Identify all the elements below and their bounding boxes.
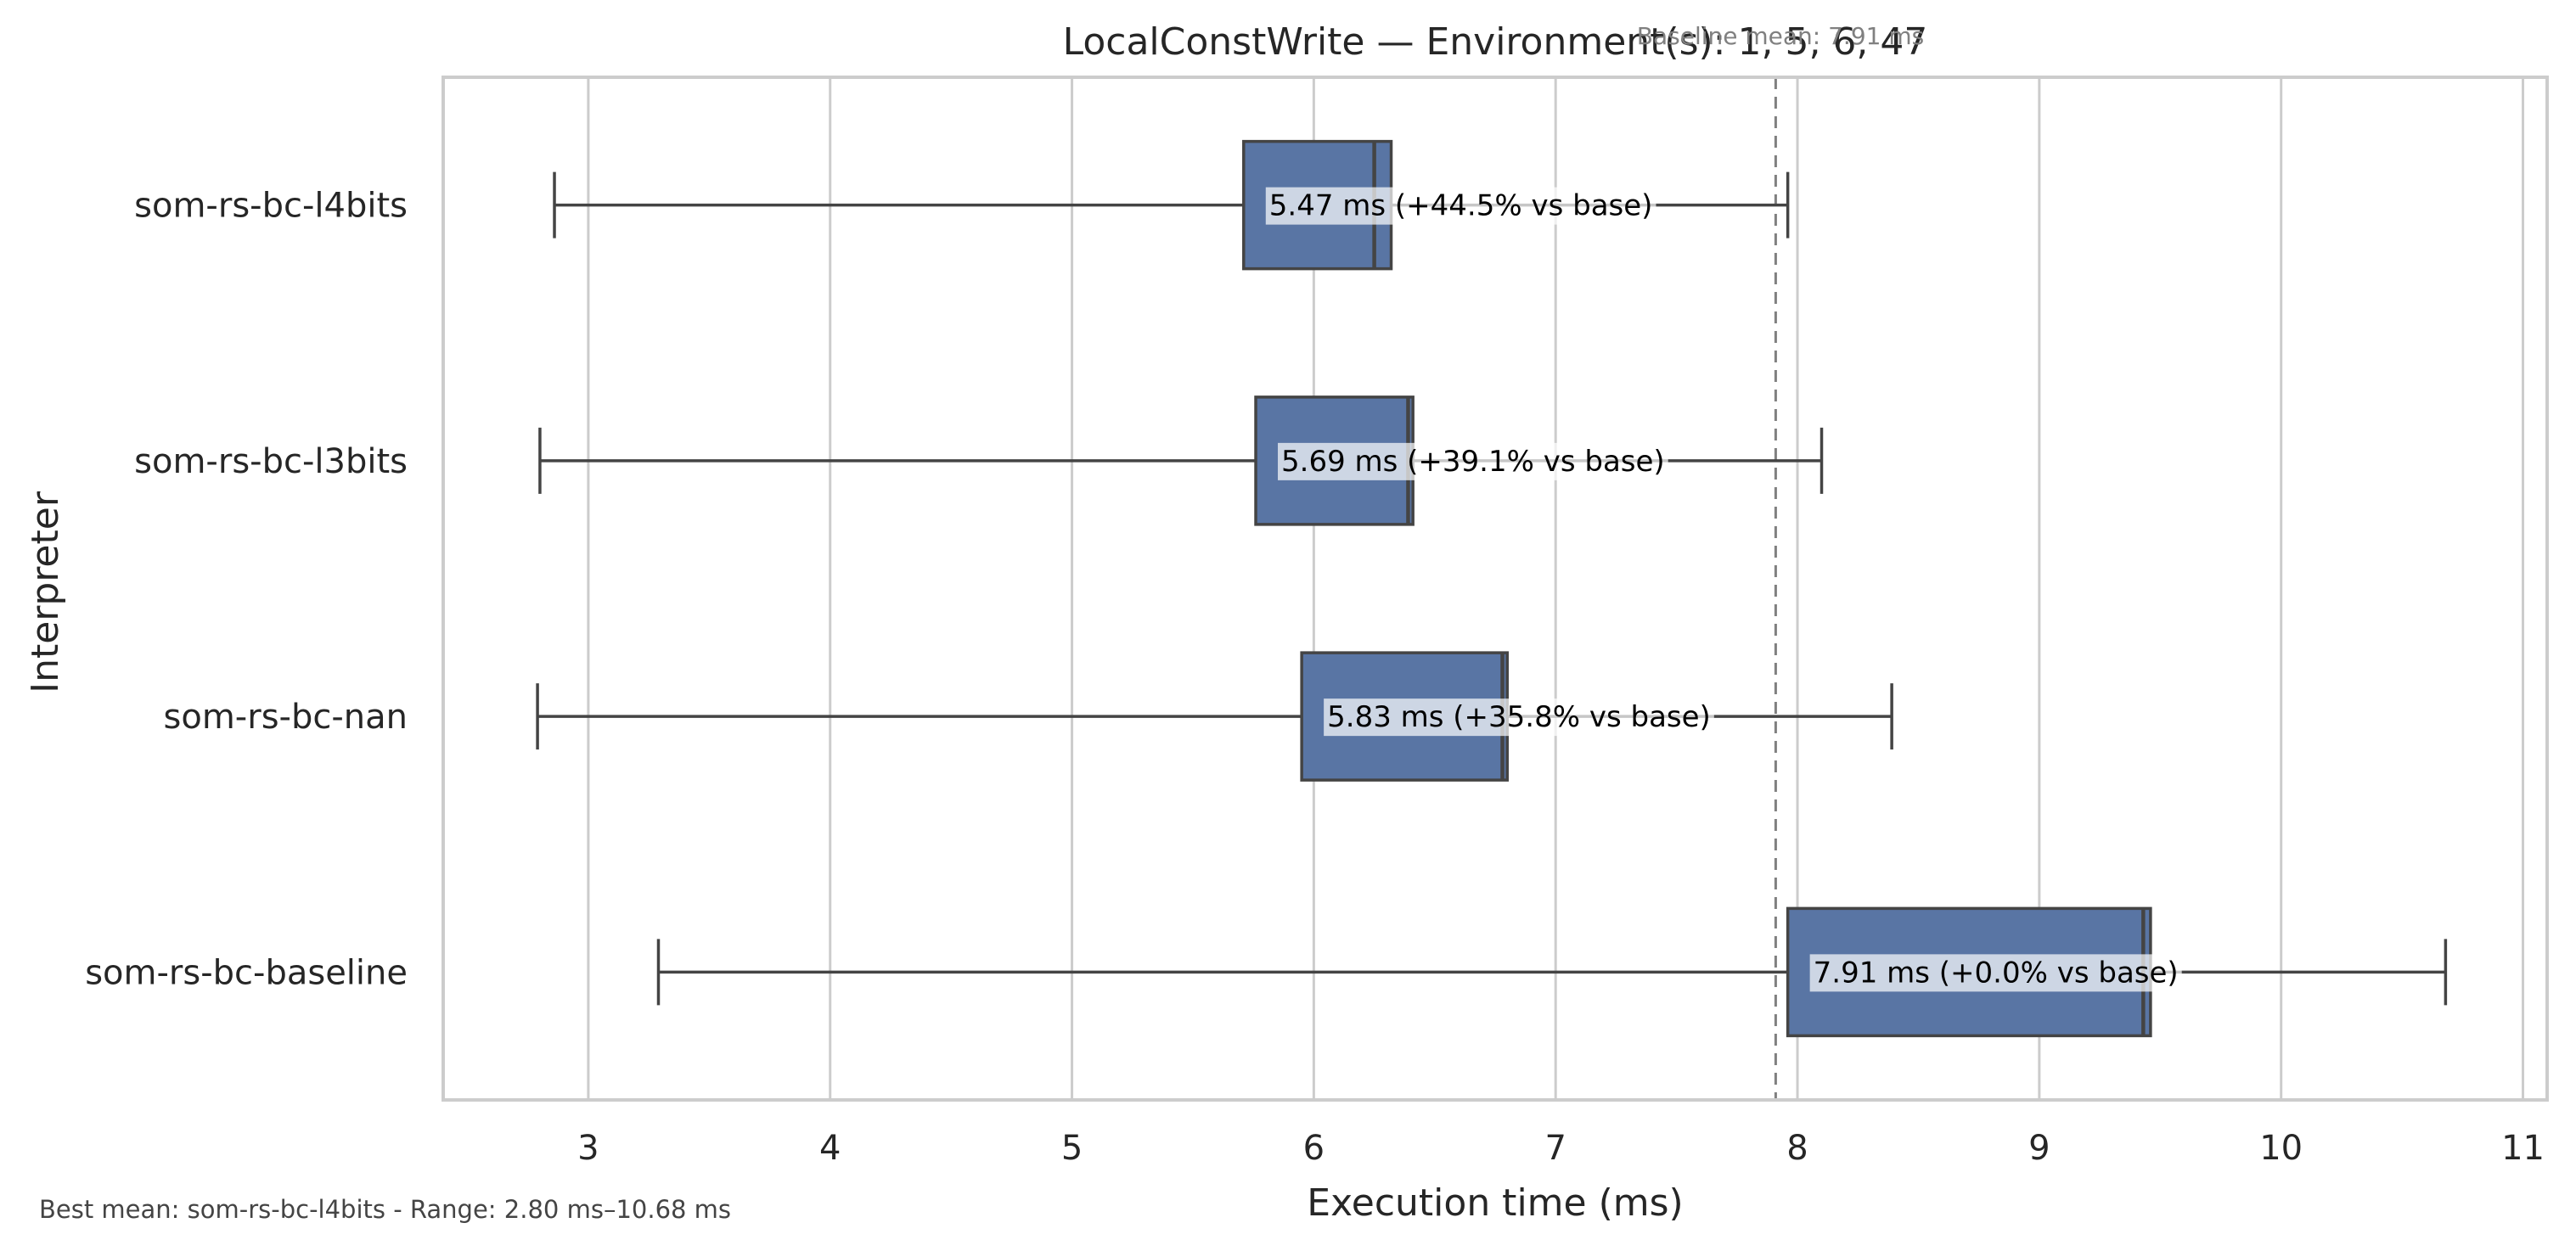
- x-tick-label-3: 3: [577, 1129, 599, 1168]
- footnote: Best mean: som-rs-bc-l4bits - Range: 2.8…: [39, 1195, 731, 1224]
- annotation-bg-som-rs-bc-baseline: [1809, 954, 2182, 992]
- x-tick-label-10: 10: [2259, 1129, 2303, 1168]
- y-axis-title: Interpreter: [24, 491, 67, 693]
- x-tick-label-4: 4: [819, 1129, 841, 1168]
- plot-frame: [442, 76, 2549, 1102]
- x-tick-label-7: 7: [1544, 1129, 1566, 1168]
- y-tick-label-som-rs-bc-nan: som-rs-bc-nan: [164, 698, 408, 737]
- y-tick-label-som-rs-bc-l3bits: som-rs-bc-l3bits: [134, 442, 408, 481]
- y-tick-labels: som-rs-bc-l4bits som-rs-bc-l3bits som-rs-b…: [85, 187, 408, 993]
- annotation-som-rs-bc-l4bits: 5.47 ms (+44.5% vs base): [1269, 189, 1653, 223]
- x-axis-title: Execution time (ms): [1307, 1181, 1683, 1225]
- box-som-rs-bc-nan: 5.83 ms (+35.8% vs base): [536, 651, 1893, 782]
- box-som-rs-bc-l4bits: 5.47 ms (+44.5% vs base): [553, 139, 1790, 271]
- annotation-som-rs-bc-l3bits: 5.69 ms (+39.1% vs base): [1281, 445, 1665, 479]
- x-tick-labels: 3 4 5 6 7 8 9 10 11: [577, 1129, 2545, 1168]
- annotation-bg-som-rs-bc-l3bits: [1278, 442, 1668, 480]
- annotation-bg-som-rs-bc-nan: [1324, 698, 1714, 737]
- x-tick-label-5: 5: [1061, 1129, 1083, 1168]
- plot-background: [443, 77, 2547, 1100]
- x-tick-label-9: 9: [2028, 1129, 2050, 1168]
- x-tick-label-8: 8: [1786, 1129, 1808, 1168]
- box-som-rs-bc-l3bits: 5.69 ms (+39.1% vs base): [538, 395, 1824, 526]
- y-tick-label-som-rs-bc-baseline: som-rs-bc-baseline: [85, 953, 408, 992]
- chart-title: LocalConstWrite — Environment(s): 1, 5, …: [1063, 20, 1928, 64]
- annotation-bg-som-rs-bc-l4bits: [1265, 187, 1656, 225]
- annotation-som-rs-bc-baseline: 7.91 ms (+0.0% vs base): [1814, 956, 2179, 990]
- y-tick-label-som-rs-bc-l4bits: som-rs-bc-l4bits: [134, 187, 408, 226]
- box-som-rs-bc-baseline: 7.91 ms (+0.0% vs base): [656, 906, 2448, 1038]
- x-tick-label-6: 6: [1303, 1129, 1325, 1168]
- annotation-som-rs-bc-nan: 5.83 ms (+35.8% vs base): [1327, 700, 1711, 734]
- baseline-label: Baseline mean: 7.91 ms: [1637, 22, 1924, 50]
- boxes-group: 5.47 ms (+44.5% vs base) 5.69 ms (+39.1% …: [536, 139, 2448, 1038]
- x-tick-label-11: 11: [2501, 1129, 2545, 1168]
